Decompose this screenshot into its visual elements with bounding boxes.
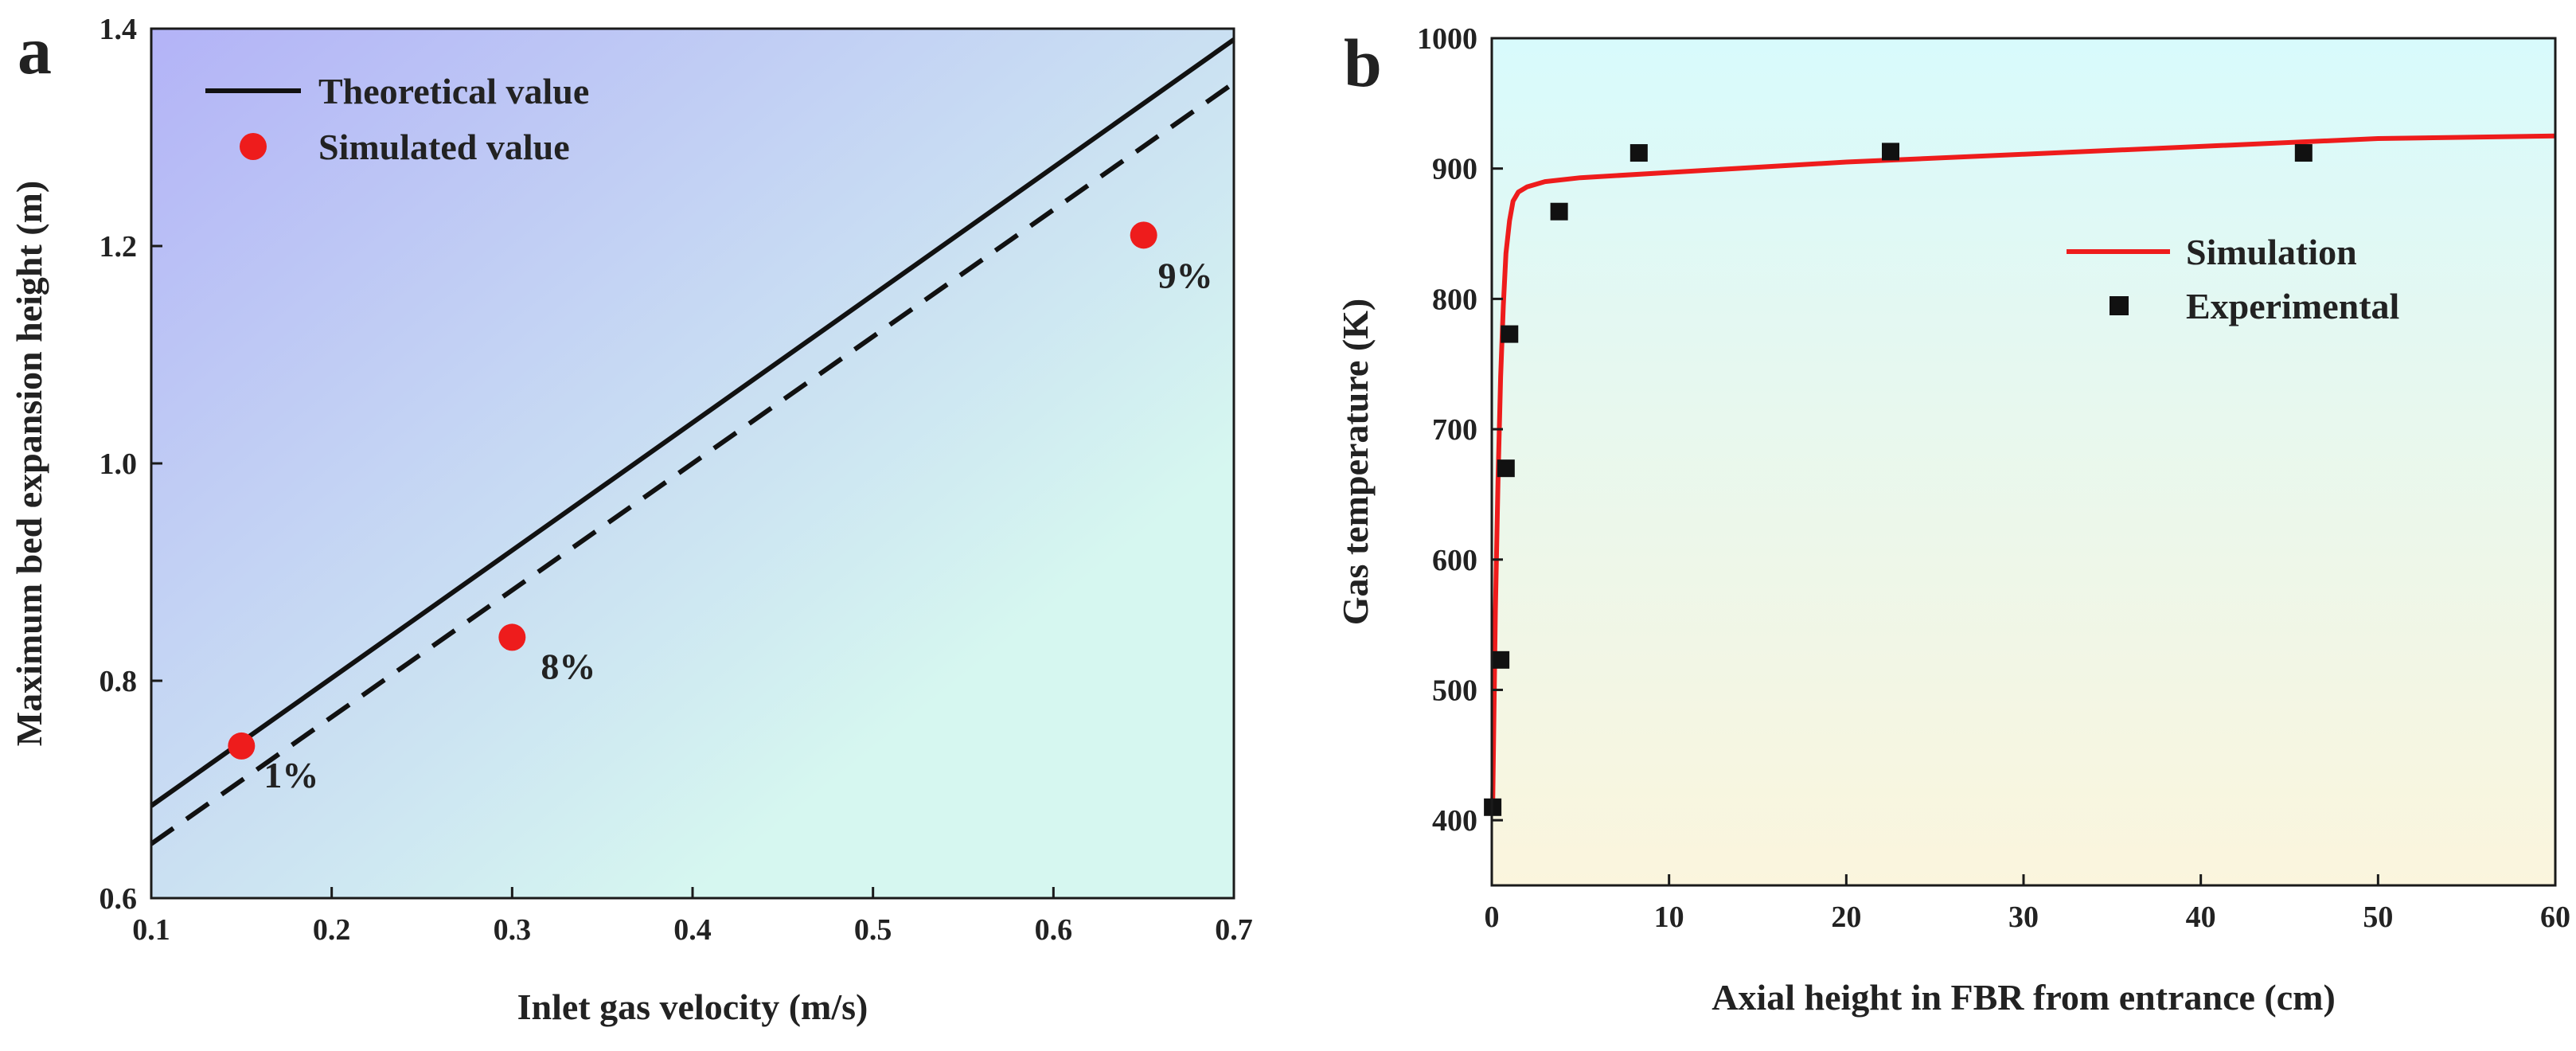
panel-a-x-tick-label: 0.4 (673, 913, 712, 947)
panel-a-annotation: 9% (1158, 255, 1213, 295)
panel-b-data-point (1501, 325, 1519, 343)
panel-a-x-tick-label: 0.5 (854, 913, 892, 947)
panel-a-data-point (1130, 221, 1157, 249)
panel-b-plot-background (1492, 38, 2555, 885)
panel-a-y-tick-label: 1.0 (100, 447, 138, 481)
panel-b-x-axis-title: Axial height in FBR from entrance (cm) (1711, 977, 2336, 1018)
panel-a-series-line-theoretical-value (150, 37, 1235, 808)
panel-b-ticks: 0 10 20 30 40 50 60 400 500 600 700 800 900 1000 (1417, 22, 2570, 934)
panel-a-y-axis-title: Maximum bed expansion height (m) (9, 181, 49, 746)
panel-a-annotation: 1% (263, 755, 318, 795)
panel-a-annotation: 8% (541, 646, 595, 686)
panel-b-legend: Simulation Experimental (2067, 232, 2399, 326)
legend-marker-simulated (240, 133, 267, 160)
panel-b-data-point (1630, 144, 1648, 162)
panel-b-data-point (1492, 651, 1510, 669)
panel-b-data-point (1550, 202, 1568, 221)
panel-b-y-tick-label: 500 (1432, 674, 1477, 707)
panel-b-data-point (1497, 459, 1515, 478)
chart-panel-b: b 0 10 20 30 40 50 60 400 500 600 700 800 900 1000 Si… (1335, 22, 2570, 1018)
legend-marker-experimental (2110, 296, 2129, 315)
panel-a-x-tick-label: 0.6 (1035, 913, 1073, 947)
panel-b-data-point (1882, 143, 1899, 161)
panel-a-x-axis-title: Inlet gas velocity (m/s) (517, 987, 868, 1027)
chart-panel-a: a 1% 8% 9% 0.1 0.2 0.3 0.4 0.5 0.6 0.7 0.6 0.8 1.0 1… (9, 12, 1253, 1027)
panel-b-x-tick-label: 40 (2186, 901, 2216, 934)
panel-a-ticks: 0.1 0.2 0.3 0.4 0.5 0.6 0.7 0.6 0.8 1.0 1.2 1.4 (100, 13, 1253, 947)
panel-b-letter: b (1344, 25, 1382, 101)
panel-a-y-tick-label: 0.8 (100, 665, 138, 698)
legend-label-simulation: Simulation (2186, 232, 2357, 272)
panel-b-y-tick-label: 900 (1432, 153, 1477, 186)
panel-a-data-point (228, 732, 256, 760)
panel-a-x-tick-label: 0.3 (494, 913, 532, 947)
panel-a-x-tick-label: 0.1 (132, 913, 170, 947)
panel-a-letter: a (18, 12, 52, 88)
panel-b-x-tick-label: 30 (2008, 901, 2039, 934)
panel-a-legend: Theoretical value Simulated value (205, 71, 589, 167)
panel-a-y-tick-label: 0.6 (100, 882, 138, 916)
panel-b-x-tick-label: 0 (1485, 901, 1500, 934)
panel-b-data-point (2294, 144, 2313, 162)
legend-label-simulated: Simulated value (318, 127, 570, 167)
panel-b-y-tick-label: 700 (1432, 413, 1477, 447)
panel-a-marks: 1% 8% 9% (150, 37, 1235, 846)
panel-b-x-tick-label: 10 (1654, 901, 1684, 934)
panel-b-y-tick-label: 1000 (1417, 22, 1477, 56)
panel-b-y-tick-label: 400 (1432, 804, 1477, 838)
panel-b-x-tick-label: 60 (2540, 901, 2570, 934)
panel-a-data-point (498, 623, 526, 651)
panel-a-x-tick-label: 0.2 (313, 913, 351, 947)
panel-b-x-tick-label: 20 (1831, 901, 1861, 934)
panel-a-x-tick-label: 0.7 (1215, 913, 1253, 947)
panel-b-series-line-simulation (1490, 133, 2556, 807)
panel-a-y-tick-label: 1.4 (100, 13, 138, 46)
panel-a-series-line-dashed (150, 80, 1235, 846)
panel-b-y-axis-title: Gas temperature (K) (1335, 299, 1376, 625)
legend-label-experimental: Experimental (2186, 286, 2399, 326)
panel-b-marks (1484, 133, 2556, 816)
panel-a-y-tick-label: 1.2 (100, 230, 138, 264)
panel-b-x-tick-label: 50 (2363, 901, 2393, 934)
panel-b-y-tick-label: 800 (1432, 283, 1477, 316)
legend-label-theoretical: Theoretical value (318, 71, 589, 111)
panel-b-y-tick-label: 600 (1432, 544, 1477, 577)
